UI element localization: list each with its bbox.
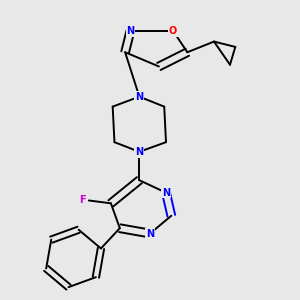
Text: N: N xyxy=(146,229,154,238)
Text: N: N xyxy=(162,188,170,198)
Text: O: O xyxy=(169,26,177,36)
Text: N: N xyxy=(126,26,134,36)
Text: N: N xyxy=(135,92,143,102)
Text: N: N xyxy=(135,147,143,157)
Text: F: F xyxy=(79,196,86,206)
